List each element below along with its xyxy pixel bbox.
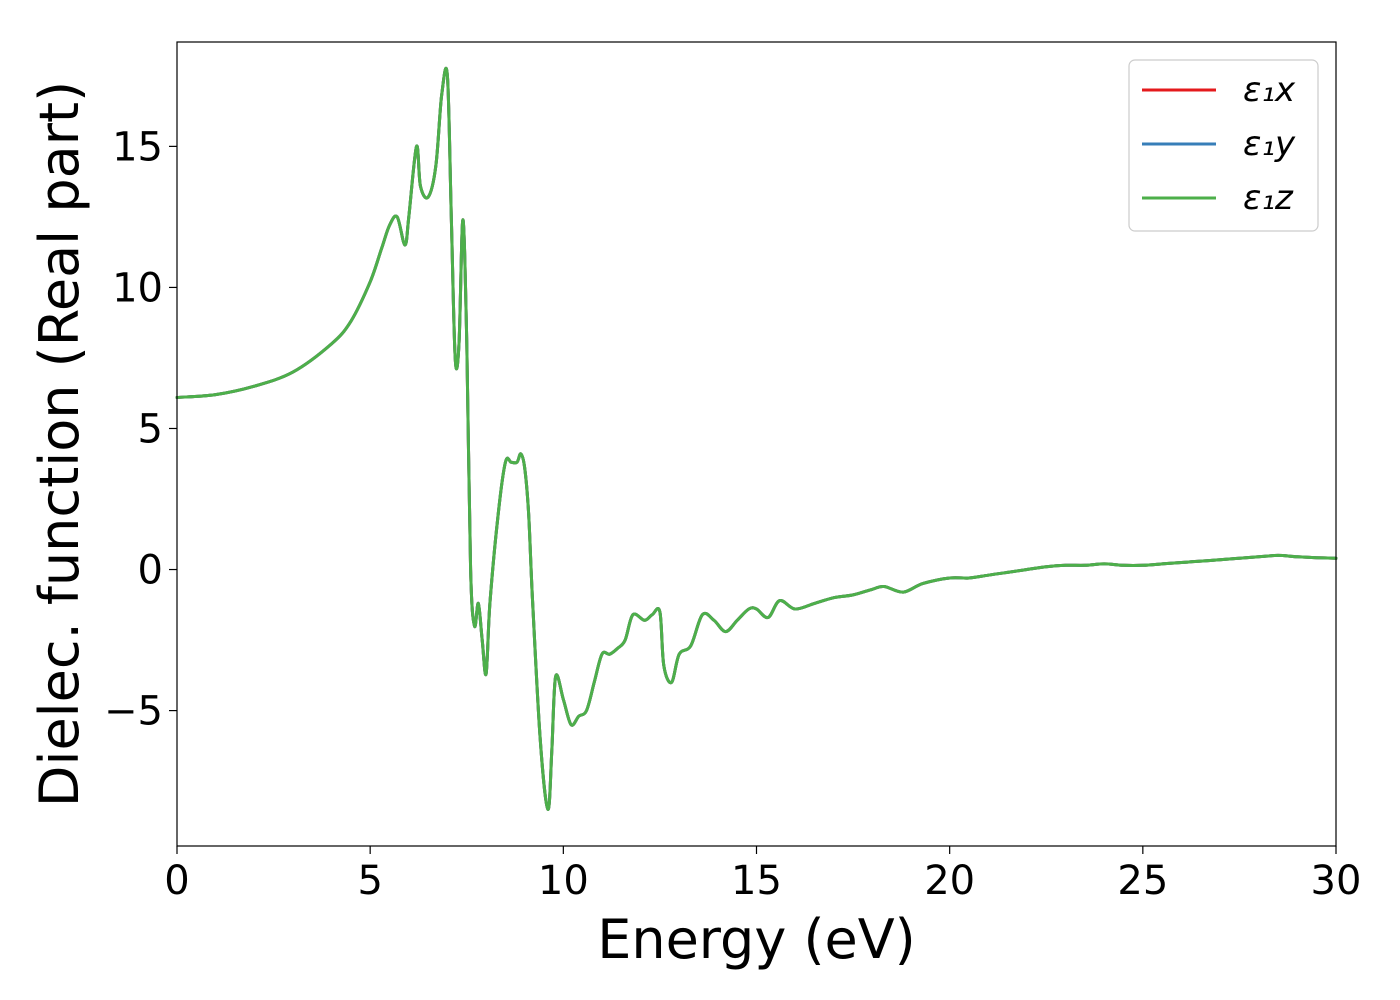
y-axis-ticks: −5 0 5 10 15 (104, 124, 177, 735)
x-tick-label: 30 (1311, 858, 1362, 904)
y-tick-label: −5 (104, 689, 163, 735)
y-tick-label: 0 (138, 548, 163, 594)
series-lines (175, 66, 1338, 811)
y-tick-label: 10 (112, 265, 163, 311)
y-tick-label: 15 (112, 124, 163, 170)
y-axis-title: Dielec. function (Real part) (28, 81, 91, 807)
x-axis-ticks: 0 5 10 15 20 25 30 (164, 846, 1361, 904)
legend: ε₁x ε₁y ε₁z (1128, 59, 1319, 232)
x-tick-label: 5 (357, 858, 382, 904)
x-tick-label: 20 (924, 858, 975, 904)
x-axis-title: Energy (eV) (597, 908, 916, 971)
x-tick-label: 25 (1117, 858, 1168, 904)
legend-box (1128, 59, 1319, 232)
y-tick-label: 5 (138, 406, 163, 452)
legend-label: ε₁z (1243, 178, 1294, 218)
series-line-3 (175, 66, 1338, 811)
x-tick-label: 15 (731, 858, 782, 904)
x-tick-label: 10 (538, 858, 589, 904)
legend-label: ε₁x (1243, 70, 1296, 110)
x-tick-label: 0 (164, 858, 189, 904)
legend-label: ε₁y (1243, 124, 1296, 164)
